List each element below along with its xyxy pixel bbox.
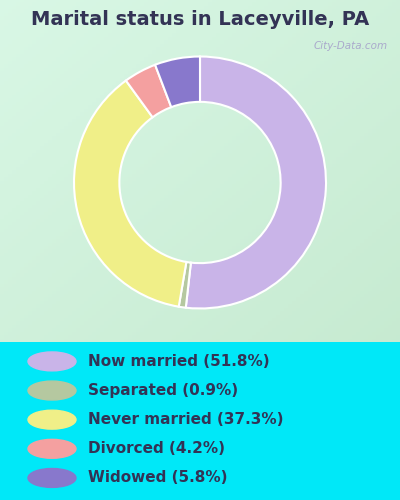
Wedge shape xyxy=(179,262,191,308)
Wedge shape xyxy=(126,65,171,118)
Wedge shape xyxy=(186,56,326,308)
Text: Widowed (5.8%): Widowed (5.8%) xyxy=(88,470,228,486)
Text: City-Data.com: City-Data.com xyxy=(314,41,388,51)
Text: Separated (0.9%): Separated (0.9%) xyxy=(88,383,238,398)
Text: Divorced (4.2%): Divorced (4.2%) xyxy=(88,442,225,456)
Circle shape xyxy=(28,468,76,487)
Text: Never married (37.3%): Never married (37.3%) xyxy=(88,412,284,427)
Text: Marital status in Laceyville, PA: Marital status in Laceyville, PA xyxy=(31,10,369,29)
Circle shape xyxy=(28,381,76,400)
Wedge shape xyxy=(74,80,186,306)
Wedge shape xyxy=(155,56,200,107)
Text: Now married (51.8%): Now married (51.8%) xyxy=(88,354,270,369)
Circle shape xyxy=(28,410,76,429)
Circle shape xyxy=(28,352,76,371)
Circle shape xyxy=(28,440,76,458)
